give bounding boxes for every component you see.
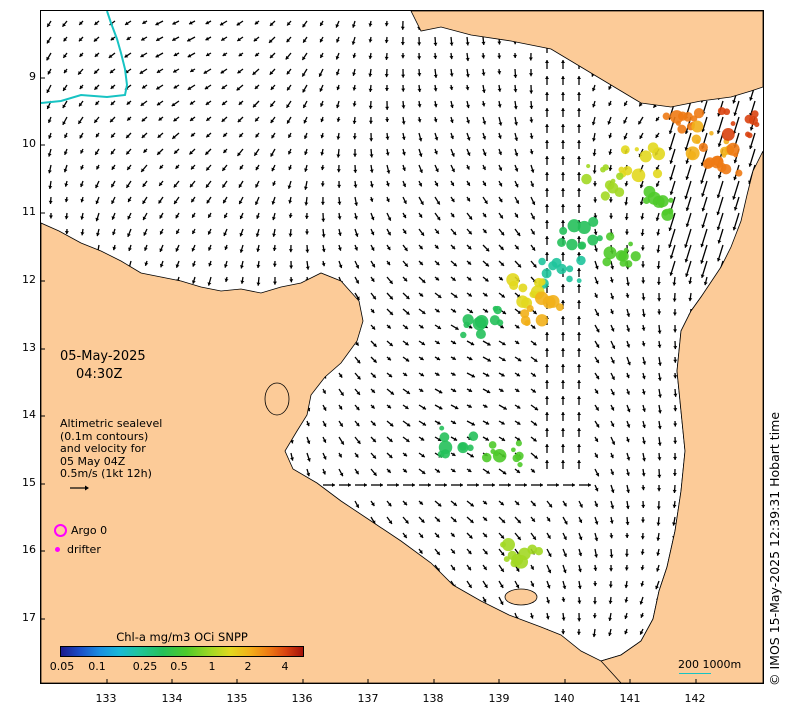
x-tick-137: 137 (357, 692, 379, 705)
x-tick-139: 139 (488, 692, 510, 705)
colorbar (60, 646, 304, 657)
x-tick-136: 136 (291, 692, 313, 705)
x-tick-135: 135 (226, 692, 248, 705)
colorbar-tick: 0.25 (132, 660, 158, 673)
argo-legend: Argo 0 (54, 524, 107, 537)
map-canvas (41, 11, 763, 683)
time-label: 04:30Z (76, 367, 123, 382)
credit-text: © IMOS 15-May-2025 12:39:31 Hobart time (767, 411, 782, 686)
x-tick-133: 133 (95, 692, 117, 705)
altimetry-line: and velocity for (60, 442, 146, 455)
y-tick-17: 17 (22, 611, 36, 624)
colorbar-tick: 2 (244, 660, 252, 673)
drifter-label: drifter (67, 543, 101, 556)
colorbar-tick: 0.1 (88, 660, 106, 673)
land-groote-eylandt (264, 382, 290, 416)
colorbar-title: Chl-a mg/m3 OCi SNPP (116, 630, 248, 644)
y-tick-14: 14 (22, 408, 36, 421)
y-tick-9: 9 (29, 70, 36, 83)
altimetry-line: 0.5m/s (1kt 12h) (60, 467, 152, 480)
x-tick-138: 138 (422, 692, 444, 705)
y-tick-11: 11 (22, 205, 36, 218)
land-papua-new-guinea (410, 11, 763, 108)
date-label: 05-May-2025 (60, 349, 146, 364)
depth-scale-line (679, 673, 711, 674)
altimetry-line: Altimetric sealevel (60, 417, 163, 430)
x-tick-134: 134 (161, 692, 183, 705)
altimetry-line: 05 May 04Z (60, 454, 126, 468)
drifter-marker-icon (55, 547, 60, 552)
velocity-scale-arrow (70, 485, 89, 491)
y-tick-12: 12 (22, 273, 36, 286)
colorbar-tick: 4 (281, 660, 289, 673)
x-tick-140: 140 (553, 692, 575, 705)
date-annotation: 05-May-2025 04:30Z (60, 348, 146, 384)
argo-marker-icon (54, 524, 67, 537)
y-tick-13: 13 (22, 341, 36, 354)
map-panel[interactable] (40, 10, 764, 684)
land-cape-york (600, 150, 763, 683)
x-tick-141: 141 (619, 692, 641, 705)
x-tick-142: 142 (684, 692, 706, 705)
axis-ticks (41, 77, 697, 683)
y-tick-10: 10 (22, 137, 36, 150)
drifter-legend: drifter (54, 543, 101, 556)
altimetry-legend: Altimetric sealevel (0.1m contours) and … (60, 417, 163, 481)
colorbar-tick: 0.5 (170, 660, 188, 673)
altimetry-line: (0.1m contours) (60, 429, 149, 443)
colorbar-tick: 0.05 (49, 660, 75, 673)
land-mornington-island (504, 588, 538, 606)
argo-label: Argo 0 (71, 524, 108, 537)
y-tick-16: 16 (22, 543, 36, 556)
chlorophyll-patches (437, 107, 760, 569)
depth-scale-label: 200 1000m (678, 658, 742, 671)
y-tick-15: 15 (22, 476, 36, 489)
sealevel-contour (41, 11, 129, 104)
colorbar-tick: 1 (208, 660, 216, 673)
